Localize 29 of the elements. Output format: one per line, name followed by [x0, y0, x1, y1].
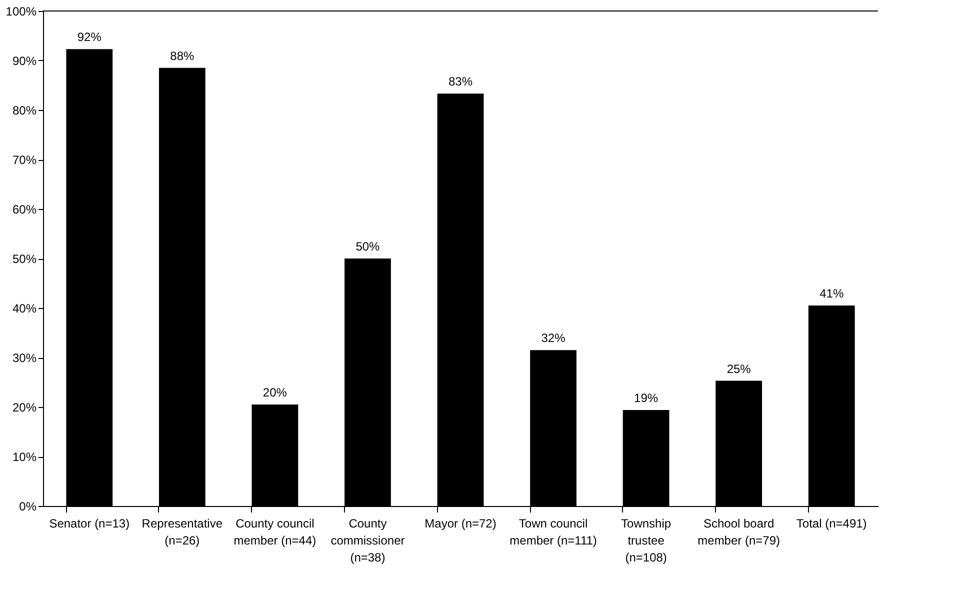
data-label: 20%	[262, 386, 288, 400]
y-tick-label: 40%	[12, 302, 37, 316]
x-tick-label: Mayor (n=72)	[424, 516, 496, 530]
x-tick-label: Township trustee (n=108)	[621, 516, 672, 564]
data-label: 50%	[356, 240, 380, 254]
data-label: 32%	[541, 331, 566, 346]
data-label: 88%	[170, 48, 194, 63]
x-tick-label: Town council member (n=111)	[510, 516, 597, 548]
y-tick-label: 80%	[12, 104, 37, 118]
data-label: 25%	[726, 362, 752, 376]
y-tick-label: 60%	[12, 202, 37, 216]
x-tick-label: County commissioner (n=38)	[330, 516, 405, 564]
y-tick-label: 0%	[19, 500, 37, 514]
data-label: 19%	[634, 390, 658, 405]
x-tick-label: Representative (n=26)	[142, 516, 223, 548]
y-tick-label: 10%	[12, 450, 37, 464]
x-tick-label: Senator (n=13)	[49, 516, 130, 530]
x-tick-label: Total (n=491)	[796, 516, 867, 530]
y-tick-label: 30%	[12, 351, 37, 365]
data-label: 92%	[77, 30, 102, 44]
data-label: 41%	[820, 286, 844, 301]
x-tick-label: School board member (n=79)	[698, 516, 780, 548]
y-tick-label: 90%	[12, 54, 37, 68]
y-tick-label: 70%	[12, 153, 37, 167]
x-tick-label: County council member (n=44)	[234, 516, 316, 548]
y-tick-label: 20%	[12, 400, 37, 414]
data-label: 83%	[448, 74, 473, 89]
y-tick-label: 100%	[6, 4, 37, 18]
y-tick-label: 50%	[12, 252, 37, 266]
